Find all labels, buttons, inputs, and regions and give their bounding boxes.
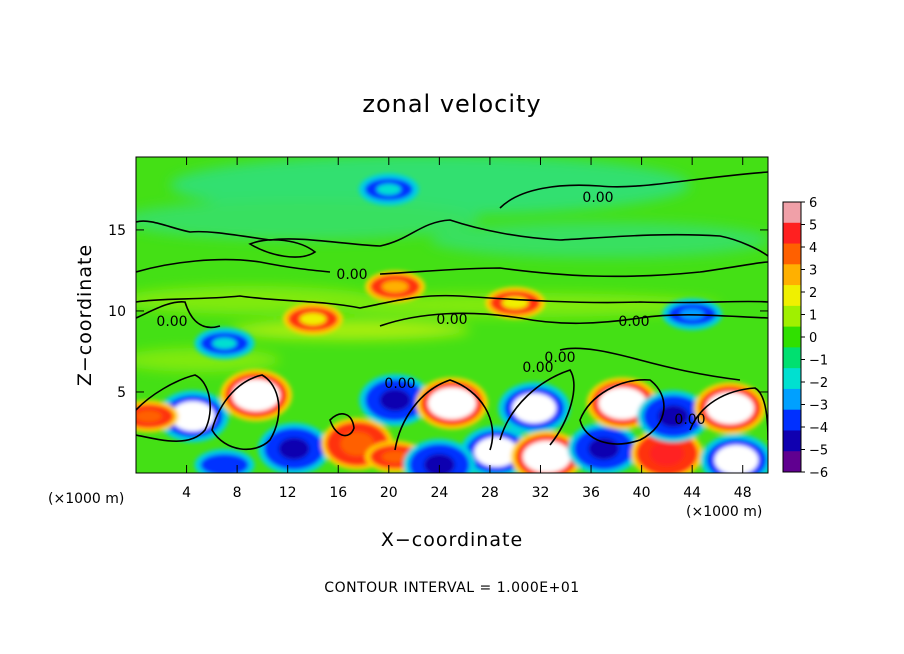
x-axis-label: X−coordinate — [381, 529, 523, 551]
y-tick-label: 10 — [108, 304, 126, 320]
contour-interval-footer: CONTOUR INTERVAL = 1.000E+01 — [324, 580, 579, 596]
colorbar-segment — [783, 388, 801, 411]
colorbar-segment — [783, 326, 801, 348]
colorbar-tick-label: −4 — [809, 421, 828, 436]
colorbar-segment — [783, 451, 801, 473]
x-tick-label: 16 — [329, 485, 347, 501]
field-feature — [403, 438, 476, 473]
x-unit-left: (×1000 m) — [48, 491, 124, 507]
x-unit-right: (×1000 m) — [686, 504, 762, 520]
contour-label: 0.00 — [582, 190, 613, 206]
x-tick-label: 8 — [233, 485, 242, 501]
colorbar-tick-label: −2 — [809, 376, 828, 391]
field-feature — [194, 448, 255, 473]
x-tick-label: 40 — [633, 485, 651, 501]
x-tick-label: 4 — [182, 485, 191, 501]
contour-label: 0.00 — [522, 360, 553, 376]
plot-frame — [135, 156, 769, 474]
colorbar-segment — [783, 368, 801, 390]
colorbar-tick-label: −6 — [809, 466, 828, 481]
colorbar-tick-label: 2 — [809, 286, 817, 301]
colorbar-tick-label: 6 — [809, 196, 817, 211]
x-tick-label: 24 — [430, 485, 448, 501]
field-feature — [365, 270, 426, 303]
colorbar-tick-label: 4 — [809, 241, 817, 256]
contour-labels: 0.000.000.00 0.00 0.000.000.000.000.00 — [156, 190, 705, 428]
colorbar-segment — [783, 430, 801, 452]
field-feature — [358, 173, 419, 206]
plot-area: 0.000.000.00 0.00 0.000.000.000.000.00 — [135, 156, 769, 474]
colorbar-tick-label: 0 — [809, 331, 817, 346]
colorbar-tick-label: −1 — [809, 354, 828, 369]
field-feature — [700, 434, 768, 473]
y-axis-label: Z−coordinate — [74, 244, 96, 386]
x-tick-label: 12 — [279, 485, 297, 501]
x-tick-label: 28 — [481, 485, 499, 501]
colorbar-segment — [783, 222, 801, 245]
chart-title: zonal velocity — [362, 90, 541, 118]
contour-label: 0.00 — [618, 314, 649, 330]
x-tick-label: 32 — [532, 485, 550, 501]
colorbar-segment — [783, 243, 801, 265]
x-tick-label: 44 — [683, 485, 701, 501]
colorbar-tick-label: 1 — [809, 309, 817, 324]
x-tick-label: 48 — [734, 485, 752, 501]
contour-label: 0.00 — [436, 312, 467, 328]
y-tick-label: 5 — [117, 385, 126, 401]
field-feature — [282, 303, 343, 336]
field-feature — [498, 382, 571, 435]
colorbar-tick-label: −3 — [809, 399, 828, 414]
colorbar-tick-label: −5 — [809, 444, 828, 459]
field-feature — [416, 377, 488, 430]
contour-label: 0.00 — [674, 412, 705, 428]
colorbar-tick-label: 3 — [809, 264, 817, 279]
x-axis: 4 8 12 16 20 24 28 32 36 40 44 48 — [182, 157, 752, 501]
y-tick-label: 15 — [108, 223, 126, 239]
x-tick-label: 20 — [380, 485, 398, 501]
colorbar: 6 5 4 3 2 1 0 −1 −2 −3 −4 −5 −6 — [782, 196, 828, 481]
colorbar-segment — [783, 409, 801, 431]
field-feature — [258, 422, 330, 473]
colorbar-segment — [783, 285, 801, 307]
colorbar-tick-label: 5 — [809, 219, 817, 234]
x-tick-label: 36 — [582, 485, 600, 501]
contour-label: 0.00 — [336, 267, 367, 283]
field-feature — [694, 382, 767, 435]
field-feature — [194, 327, 255, 360]
field-feature — [567, 422, 640, 473]
colorbar-segment — [783, 347, 801, 369]
colorbar-segment — [783, 202, 801, 224]
contour-label: 0.00 — [544, 350, 575, 366]
colorbar-segment — [783, 264, 801, 286]
contour-label: 0.00 — [156, 314, 187, 330]
y-axis: 5 10 15 — [108, 223, 768, 401]
contour-lines — [136, 171, 768, 451]
field-feature — [136, 400, 179, 433]
field-feature — [510, 430, 583, 473]
colorbar-segment — [783, 305, 801, 328]
contour-label: 0.00 — [384, 376, 415, 392]
